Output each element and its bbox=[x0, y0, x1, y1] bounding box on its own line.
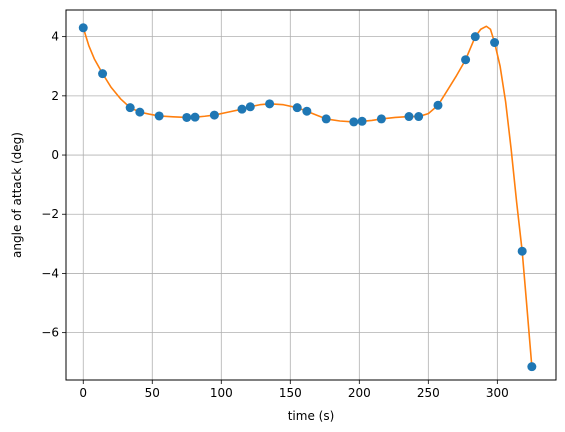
x-tick-label: 100 bbox=[210, 386, 233, 400]
data-point bbox=[302, 106, 312, 116]
x-tick-label: 50 bbox=[145, 386, 160, 400]
data-point bbox=[292, 103, 302, 113]
data-point bbox=[490, 38, 500, 48]
plot-frame bbox=[65, 9, 557, 381]
data-point bbox=[237, 104, 247, 114]
x-tick-label: 250 bbox=[417, 386, 440, 400]
x-tick-label: 200 bbox=[348, 386, 371, 400]
data-point bbox=[154, 111, 164, 121]
y-axis-label: angle of attack (deg) bbox=[10, 132, 24, 258]
data-point bbox=[98, 69, 108, 79]
series-points-layer bbox=[78, 23, 537, 372]
series-line-layer bbox=[82, 25, 533, 367]
data-point bbox=[135, 107, 145, 117]
data-point bbox=[265, 99, 275, 109]
data-point bbox=[433, 100, 443, 110]
data-point bbox=[349, 117, 359, 127]
data-point bbox=[182, 112, 192, 122]
x-tick-label: 300 bbox=[486, 386, 509, 400]
y-tick-label: 4 bbox=[51, 30, 59, 44]
data-point bbox=[209, 110, 219, 120]
data-point bbox=[321, 114, 331, 124]
x-tick-label: 0 bbox=[79, 386, 87, 400]
y-tick-label: 2 bbox=[51, 89, 59, 103]
x-axis-label: time (s) bbox=[288, 409, 335, 423]
y-tick-label: 0 bbox=[51, 148, 59, 162]
data-point bbox=[245, 102, 255, 112]
ticks: 0 50 100 150 200 250 300 −6 −4 −2 0 2 4 bbox=[41, 30, 508, 400]
fit-curve bbox=[82, 25, 533, 367]
data-point bbox=[470, 32, 480, 42]
data-point bbox=[517, 246, 527, 256]
data-point bbox=[404, 112, 414, 122]
data-point bbox=[190, 112, 200, 122]
y-tick-label: −6 bbox=[41, 326, 59, 340]
data-point bbox=[527, 362, 537, 372]
data-point bbox=[125, 103, 135, 113]
data-point bbox=[376, 114, 386, 124]
grid bbox=[66, 10, 556, 380]
data-point bbox=[78, 23, 88, 33]
y-tick-label: −4 bbox=[41, 266, 59, 280]
x-tick-label: 150 bbox=[279, 386, 302, 400]
y-tick-label: −2 bbox=[41, 207, 59, 221]
data-point bbox=[357, 116, 367, 126]
data-point bbox=[414, 112, 424, 122]
data-point bbox=[461, 55, 471, 65]
